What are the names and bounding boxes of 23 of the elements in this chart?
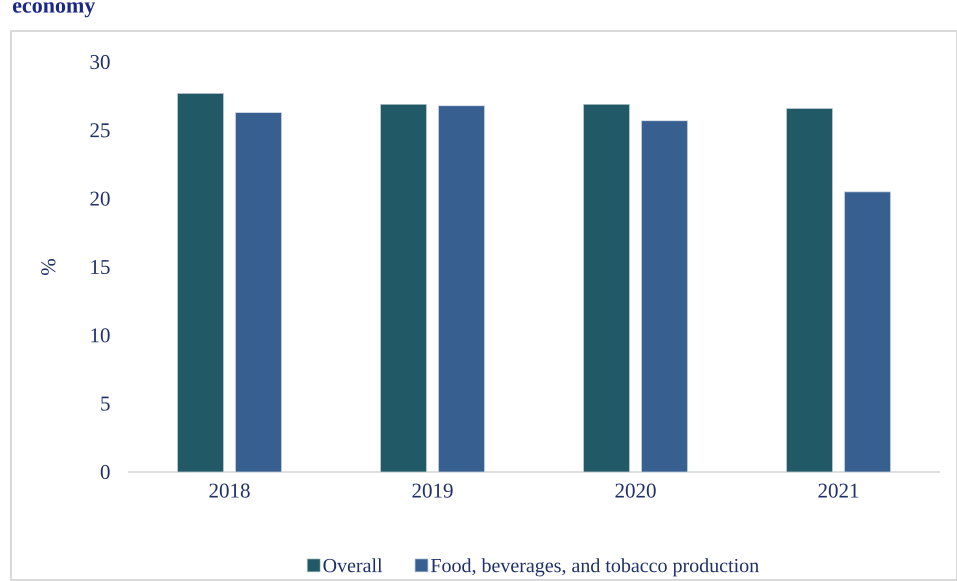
y-tick-label: 10	[91, 328, 110, 342]
bar	[641, 120, 688, 472]
x-tick-label: 2018	[209, 484, 250, 498]
bar	[438, 105, 485, 472]
y-tick-label: 25	[90, 123, 110, 138]
bar	[583, 104, 630, 472]
bar	[380, 104, 427, 472]
bar	[844, 191, 891, 472]
legend-label: Food, beverages, and tobacco production	[430, 558, 759, 576]
y-tick-label: 30	[90, 54, 110, 70]
y-tick-label: 15	[91, 260, 110, 274]
y-axis-title: %	[41, 258, 56, 276]
bar	[235, 112, 282, 472]
x-tick-label: 2020	[615, 484, 656, 498]
chart-title: economy	[12, 2, 96, 18]
y-tick-label: 5	[101, 396, 110, 411]
x-tick-label: 2019	[412, 484, 453, 498]
y-tick-label: 20	[90, 192, 110, 206]
legend-label: Overall	[323, 558, 382, 572]
x-tick-label: 2021	[818, 484, 858, 498]
bar	[786, 108, 833, 472]
bar	[177, 93, 224, 472]
y-tick-label: 0	[100, 464, 110, 480]
